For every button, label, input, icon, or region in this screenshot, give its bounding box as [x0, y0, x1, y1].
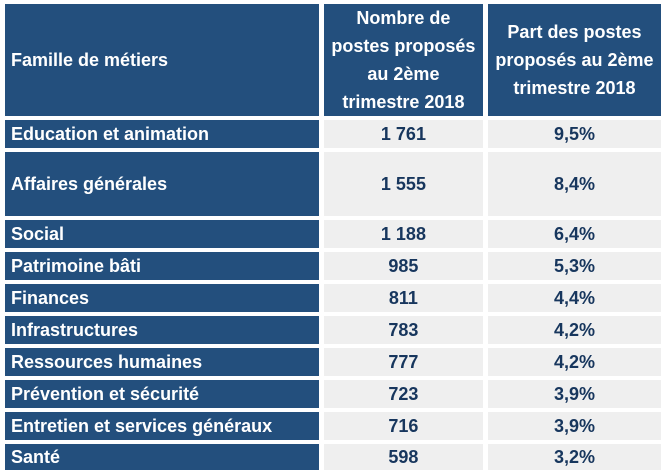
row-share: 4,4%: [487, 284, 661, 312]
table-row: Social 1 188 6,4%: [5, 220, 661, 248]
row-label: Finances: [5, 284, 319, 312]
row-label: Ressources humaines: [5, 348, 319, 376]
row-label: Education et animation: [5, 120, 319, 148]
row-count: 598: [323, 444, 483, 470]
row-share: 3,2%: [487, 444, 661, 470]
row-count: 1 188: [323, 220, 483, 248]
row-share: 4,2%: [487, 348, 661, 376]
row-share: 3,9%: [487, 380, 661, 408]
table-row: Patrimoine bâti 985 5,3%: [5, 252, 661, 280]
row-count: 985: [323, 252, 483, 280]
header-family: Famille de métiers: [5, 4, 319, 116]
row-label: Prévention et sécurité: [5, 380, 319, 408]
row-share: 6,4%: [487, 220, 661, 248]
row-count: 723: [323, 380, 483, 408]
row-share: 5,3%: [487, 252, 661, 280]
table-row: Entretien et services généraux 716 3,9%: [5, 412, 661, 440]
row-label: Entretien et services généraux: [5, 412, 319, 440]
row-label: Patrimoine bâti: [5, 252, 319, 280]
row-share: 4,2%: [487, 316, 661, 344]
row-label: Santé: [5, 444, 319, 470]
row-label: Affaires générales: [5, 152, 319, 216]
table-row: Santé 598 3,2%: [5, 444, 661, 470]
table-row: Affaires générales 1 555 8,4%: [5, 152, 661, 216]
row-label: Infrastructures: [5, 316, 319, 344]
row-share: 8,4%: [487, 152, 661, 216]
table-row: Infrastructures 783 4,2%: [5, 316, 661, 344]
table-row: Ressources humaines 777 4,2%: [5, 348, 661, 376]
row-count: 777: [323, 348, 483, 376]
table-row: Education et animation 1 761 9,5%: [5, 120, 661, 148]
table-row: Prévention et sécurité 723 3,9%: [5, 380, 661, 408]
table-row: Finances 811 4,4%: [5, 284, 661, 312]
header-count: Nombre de postes proposés au 2ème trimes…: [323, 4, 483, 116]
row-count: 1 761: [323, 120, 483, 148]
row-count: 716: [323, 412, 483, 440]
row-count: 1 555: [323, 152, 483, 216]
row-count: 811: [323, 284, 483, 312]
header-row: Famille de métiers Nombre de postes prop…: [5, 4, 661, 116]
row-count: 783: [323, 316, 483, 344]
row-share: 3,9%: [487, 412, 661, 440]
row-label: Social: [5, 220, 319, 248]
row-share: 9,5%: [487, 120, 661, 148]
header-share: Part des postes proposés au 2ème trimest…: [487, 4, 661, 116]
